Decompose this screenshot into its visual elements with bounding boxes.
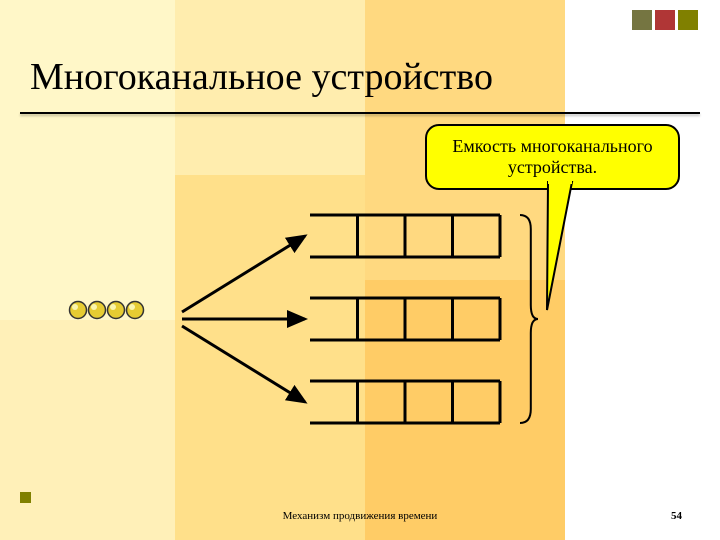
split-arrow <box>182 236 305 312</box>
entity-icon <box>89 302 106 319</box>
list-bullet-icon <box>20 492 31 503</box>
page-number: 54 <box>671 510 682 522</box>
capacity-brace <box>520 215 538 423</box>
entity-icon <box>127 302 144 319</box>
diagram <box>0 0 720 540</box>
entity-icon <box>108 302 125 319</box>
footer-text: Механизм продвижения времени <box>0 510 720 522</box>
entity-icon <box>70 302 87 319</box>
slide: Многоканальное устройство Емкость многок… <box>0 0 720 540</box>
split-arrow <box>182 326 305 402</box>
